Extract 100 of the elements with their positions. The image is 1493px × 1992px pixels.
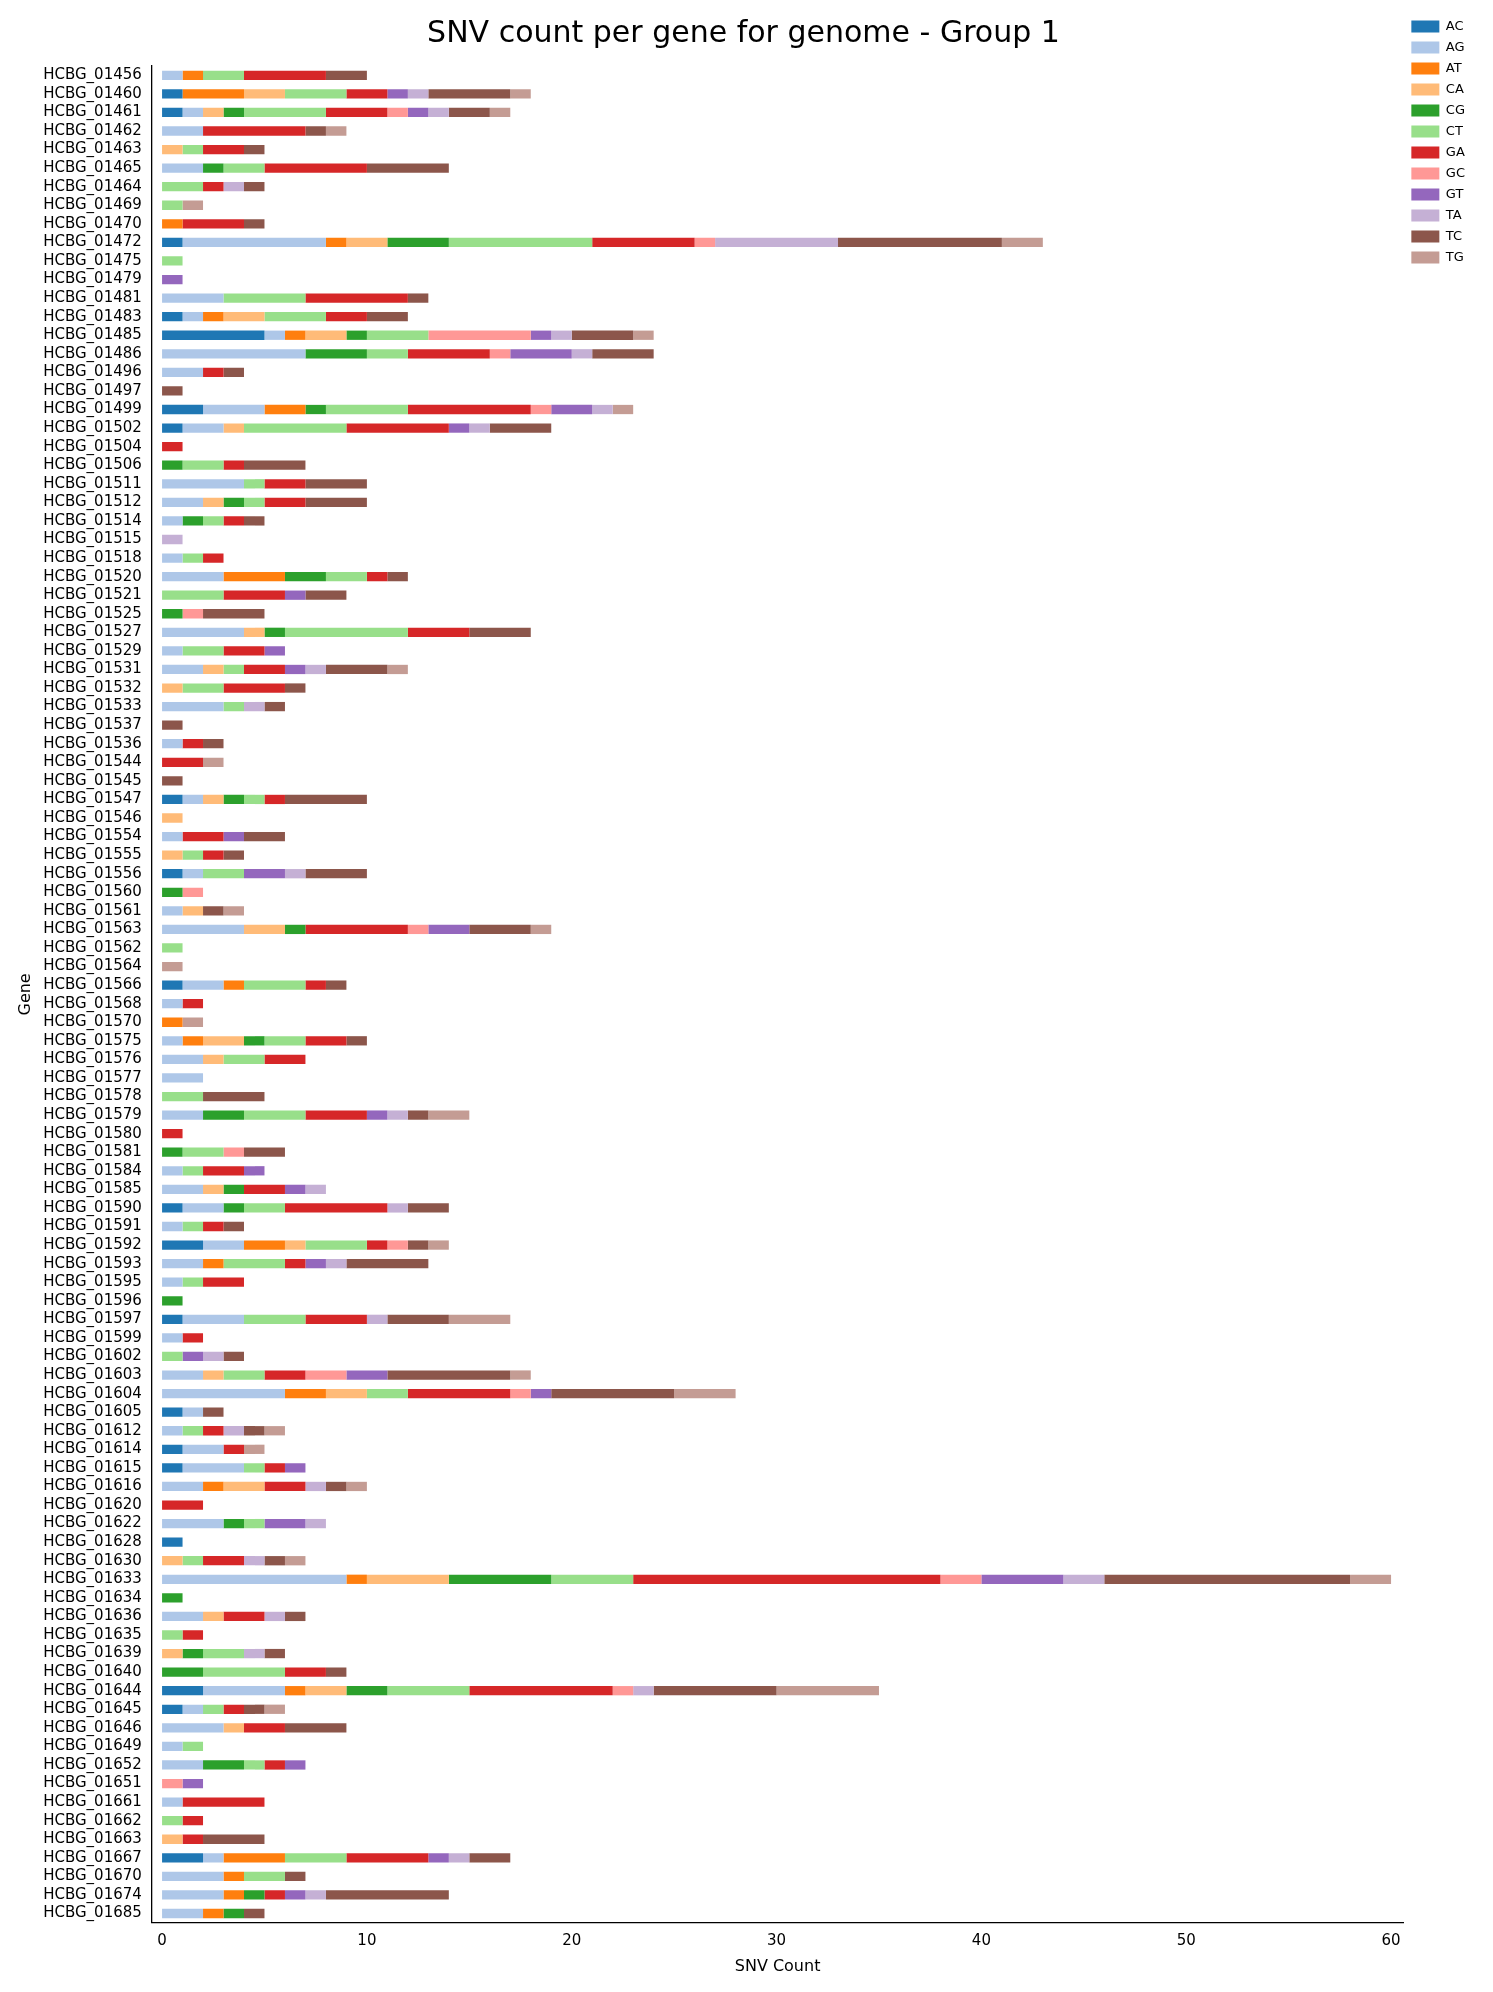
legend-label: AG	[1445, 38, 1465, 54]
bar	[325, 237, 347, 248]
bar	[162, 1277, 183, 1287]
bar	[203, 1704, 224, 1714]
bar	[162, 1723, 224, 1733]
bar	[203, 906, 224, 916]
bar	[244, 664, 285, 675]
bar	[305, 497, 367, 507]
bar	[162, 1017, 183, 1027]
bar	[244, 479, 265, 489]
bar	[223, 794, 244, 805]
bar	[203, 1110, 244, 1120]
bar	[162, 590, 224, 600]
bar	[162, 497, 204, 507]
bar	[162, 274, 183, 285]
bar	[407, 404, 531, 415]
bar	[203, 794, 224, 805]
bar	[162, 1407, 183, 1417]
bar	[510, 1370, 531, 1380]
bar	[407, 293, 429, 303]
bar	[223, 1723, 244, 1733]
bar	[182, 1017, 204, 1027]
bar	[407, 1110, 429, 1120]
y-tick-label: HCBG_01620	[43, 1494, 142, 1514]
bar	[428, 1240, 449, 1250]
bar	[162, 813, 183, 823]
bar	[981, 1574, 1064, 1584]
bar	[284, 1203, 388, 1213]
bar	[203, 1648, 244, 1659]
bar	[346, 1370, 388, 1380]
bar	[162, 200, 183, 210]
bar	[244, 423, 347, 433]
bar	[305, 349, 367, 359]
bar	[346, 1686, 388, 1696]
bar	[244, 980, 306, 990]
y-tick-label: HCBG_01597	[43, 1309, 142, 1329]
bar	[162, 1611, 204, 1622]
bar	[203, 182, 224, 192]
bar	[244, 1463, 265, 1473]
y-tick-label: HCBG_01515	[43, 529, 142, 549]
y-tick-label: HCBG_01616	[43, 1476, 142, 1496]
y-tick-label: HCBG_01662	[43, 1810, 142, 1830]
bar	[182, 89, 244, 99]
bar	[551, 1388, 675, 1399]
bar	[244, 1871, 285, 1882]
bar	[244, 219, 265, 229]
bar	[244, 89, 285, 99]
bar	[244, 144, 265, 155]
bar	[162, 553, 183, 563]
bar	[284, 1871, 306, 1882]
y-tick-label: HCBG_01603	[43, 1364, 142, 1384]
bar	[284, 627, 408, 637]
bar	[428, 1110, 470, 1120]
bar	[284, 794, 367, 805]
bar	[244, 794, 265, 805]
bar	[223, 516, 244, 526]
bar	[366, 571, 388, 582]
bar	[182, 1797, 265, 1807]
bar	[244, 627, 265, 637]
bar	[244, 1760, 265, 1770]
y-tick-label: HCBG_01646	[43, 1717, 142, 1737]
bar	[244, 924, 285, 935]
bar	[551, 330, 572, 340]
bar	[162, 219, 183, 229]
bar	[223, 980, 244, 990]
bar	[428, 107, 449, 118]
bar	[387, 237, 449, 248]
legend-label: AT	[1445, 59, 1462, 75]
bar	[162, 1686, 204, 1696]
bar	[715, 237, 839, 248]
bar	[305, 1370, 347, 1380]
bar	[223, 163, 265, 173]
bar	[162, 1221, 183, 1232]
bar	[182, 237, 326, 248]
bar	[182, 1166, 204, 1176]
bar	[162, 386, 183, 396]
bar	[407, 924, 429, 935]
bar	[1063, 1574, 1105, 1584]
bar	[244, 1556, 265, 1566]
bar	[489, 107, 511, 118]
bar	[203, 1277, 244, 1287]
bar	[244, 1444, 265, 1454]
y-tick-label: HCBG_01497	[43, 380, 142, 400]
bar	[305, 664, 326, 675]
legend-label: GC	[1445, 164, 1466, 180]
bar	[407, 1388, 511, 1399]
bar	[305, 330, 347, 340]
bar	[162, 1129, 183, 1139]
bar	[203, 1370, 224, 1380]
bar	[162, 980, 183, 990]
bar	[162, 1537, 183, 1547]
y-tick-label: HCBG_01485	[43, 325, 142, 345]
bar	[182, 423, 224, 433]
bar	[223, 1871, 244, 1882]
bar	[694, 237, 716, 248]
y-tick-label: HCBG_01602	[43, 1346, 142, 1366]
bar	[264, 163, 367, 173]
bar	[530, 924, 552, 935]
bar	[162, 479, 244, 489]
bar	[346, 330, 367, 340]
